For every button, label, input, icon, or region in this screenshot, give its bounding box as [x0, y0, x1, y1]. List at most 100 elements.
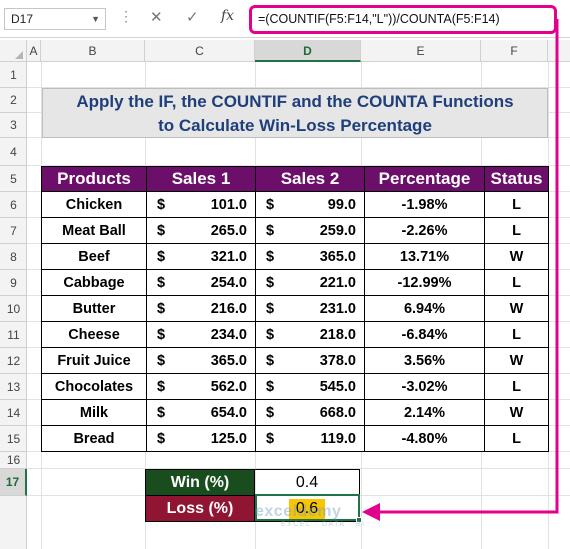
sales-2-cell[interactable]: $221.0 — [255, 269, 365, 296]
currency-symbol: $ — [266, 196, 275, 213]
status-cell[interactable]: L — [484, 425, 549, 452]
insert-function-icon[interactable]: fx — [221, 8, 235, 24]
loss-row: Loss (%) 0.6 — [145, 495, 360, 522]
status-cell[interactable]: L — [484, 373, 549, 400]
header-sales-2[interactable]: Sales 2 — [255, 166, 365, 192]
status-cell[interactable]: L — [484, 269, 549, 296]
sales-1-cell[interactable]: $254.0 — [146, 269, 256, 296]
row-header-3[interactable]: 3 — [0, 113, 27, 138]
row-header-5[interactable]: 5 — [0, 166, 27, 192]
sales-2-value: 545.0 — [319, 378, 356, 395]
product-cell[interactable]: Chocolates — [41, 373, 147, 400]
status-cell[interactable]: L — [484, 217, 549, 244]
percentage-cell[interactable]: 13.71% — [364, 243, 485, 270]
row-header-6[interactable]: 6 — [0, 192, 27, 218]
currency-symbol: $ — [157, 352, 166, 369]
row-header-13[interactable]: 13 — [0, 374, 27, 400]
sales-1-cell[interactable]: $321.0 — [146, 243, 256, 270]
row-header-15[interactable]: 15 — [0, 426, 27, 452]
column-header-b[interactable]: B — [41, 40, 145, 62]
sales-1-value: 265.0 — [210, 222, 247, 239]
percentage-cell[interactable]: -3.02% — [364, 373, 485, 400]
product-cell[interactable]: Fruit Juice — [41, 347, 147, 374]
sales-2-cell[interactable]: $218.0 — [255, 321, 365, 348]
sales-1-cell[interactable]: $365.0 — [146, 347, 256, 374]
product-cell[interactable]: Cabbage — [41, 269, 147, 296]
sales-2-cell[interactable]: $99.0 — [255, 191, 365, 218]
sales-2-cell[interactable]: $119.0 — [255, 425, 365, 452]
row-header-11[interactable]: 11 — [0, 322, 27, 348]
product-cell[interactable]: Butter — [41, 295, 147, 322]
cancel-icon[interactable]: ✕ — [150, 9, 163, 26]
row-header-1[interactable]: 1 — [0, 62, 27, 88]
row-header-12[interactable]: 12 — [0, 348, 27, 374]
sales-2-cell[interactable]: $231.0 — [255, 295, 365, 322]
percentage-cell[interactable]: -6.84% — [364, 321, 485, 348]
sheet-title: Apply the IF, the COUNTIF and the COUNTA… — [42, 88, 548, 138]
header-sales-1[interactable]: Sales 1 — [146, 166, 256, 192]
row-header-16[interactable]: 16 — [0, 452, 27, 469]
sales-1-cell[interactable]: $265.0 — [146, 217, 256, 244]
percentage-cell[interactable]: -1.98% — [364, 191, 485, 218]
product-cell[interactable]: Milk — [41, 399, 147, 426]
sales-2-cell[interactable]: $668.0 — [255, 399, 365, 426]
status-cell[interactable]: W — [484, 399, 549, 426]
column-header-d[interactable]: D — [255, 40, 361, 62]
name-box[interactable]: D17 ▼ — [4, 8, 106, 30]
header-status[interactable]: Status — [484, 166, 549, 192]
row-header-14[interactable]: 14 — [0, 400, 27, 426]
sales-1-cell[interactable]: $101.0 — [146, 191, 256, 218]
percentage-cell[interactable]: -2.26% — [364, 217, 485, 244]
loss-value-cell[interactable]: 0.6 — [254, 495, 360, 522]
enter-icon[interactable]: ✓ — [186, 9, 199, 26]
win-label[interactable]: Win (%) — [145, 469, 255, 496]
status-cell[interactable]: W — [484, 243, 549, 270]
percentage-cell[interactable]: -12.99% — [364, 269, 485, 296]
row-header-10[interactable]: 10 — [0, 296, 27, 322]
sales-1-cell[interactable]: $654.0 — [146, 399, 256, 426]
currency-symbol: $ — [266, 404, 275, 421]
sales-2-value: 231.0 — [319, 300, 356, 317]
header-percentage[interactable]: Percentage — [364, 166, 485, 192]
row-header-17[interactable]: 17 — [0, 469, 27, 496]
sales-2-cell[interactable]: $545.0 — [255, 373, 365, 400]
column-header-e[interactable]: E — [361, 40, 481, 62]
sales-1-cell[interactable]: $562.0 — [146, 373, 256, 400]
sales-2-cell[interactable]: $378.0 — [255, 347, 365, 374]
chevron-down-icon[interactable]: ▼ — [91, 14, 100, 24]
sales-1-cell[interactable]: $216.0 — [146, 295, 256, 322]
status-cell[interactable]: L — [484, 321, 549, 348]
percentage-cell[interactable]: 3.56% — [364, 347, 485, 374]
win-value[interactable]: 0.4 — [254, 469, 360, 496]
product-cell[interactable]: Cheese — [41, 321, 147, 348]
status-cell[interactable]: W — [484, 347, 549, 374]
sales-1-cell[interactable]: $234.0 — [146, 321, 256, 348]
product-cell[interactable]: Beef — [41, 243, 147, 270]
more-options-icon[interactable]: ⋮ — [119, 8, 134, 24]
row-header-4[interactable]: 4 — [0, 138, 27, 166]
column-header-f[interactable]: F — [481, 40, 548, 62]
loss-label[interactable]: Loss (%) — [145, 495, 255, 522]
status-cell[interactable]: L — [484, 191, 549, 218]
header-products[interactable]: Products — [41, 166, 147, 192]
row-header-9[interactable]: 9 — [0, 270, 27, 296]
row-header-8[interactable]: 8 — [0, 244, 27, 270]
percentage-cell[interactable]: 2.14% — [364, 399, 485, 426]
column-header-c[interactable]: C — [145, 40, 255, 62]
percentage-cell[interactable]: -4.80% — [364, 425, 485, 452]
select-all-button[interactable] — [0, 40, 27, 62]
column-header-a[interactable]: A — [27, 40, 41, 62]
table-row: Fruit Juice $365.0 $378.0 3.56% W — [41, 347, 549, 374]
sales-2-cell[interactable]: $259.0 — [255, 217, 365, 244]
sales-2-cell[interactable]: $365.0 — [255, 243, 365, 270]
fill-handle[interactable] — [356, 517, 362, 523]
product-cell[interactable]: Chicken — [41, 191, 147, 218]
product-cell[interactable]: Bread — [41, 425, 147, 452]
sales-1-cell[interactable]: $125.0 — [146, 425, 256, 452]
row-header-2[interactable]: 2 — [0, 88, 27, 113]
percentage-cell[interactable]: 6.94% — [364, 295, 485, 322]
title-line-1: Apply the IF, the COUNTIF and the COUNTA… — [76, 92, 514, 111]
row-header-7[interactable]: 7 — [0, 218, 27, 244]
product-cell[interactable]: Meat Ball — [41, 217, 147, 244]
status-cell[interactable]: W — [484, 295, 549, 322]
